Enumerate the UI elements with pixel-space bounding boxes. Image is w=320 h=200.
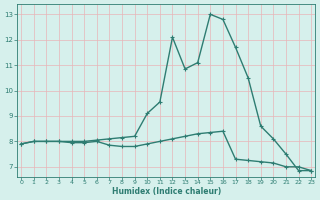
X-axis label: Humidex (Indice chaleur): Humidex (Indice chaleur) xyxy=(112,187,221,196)
